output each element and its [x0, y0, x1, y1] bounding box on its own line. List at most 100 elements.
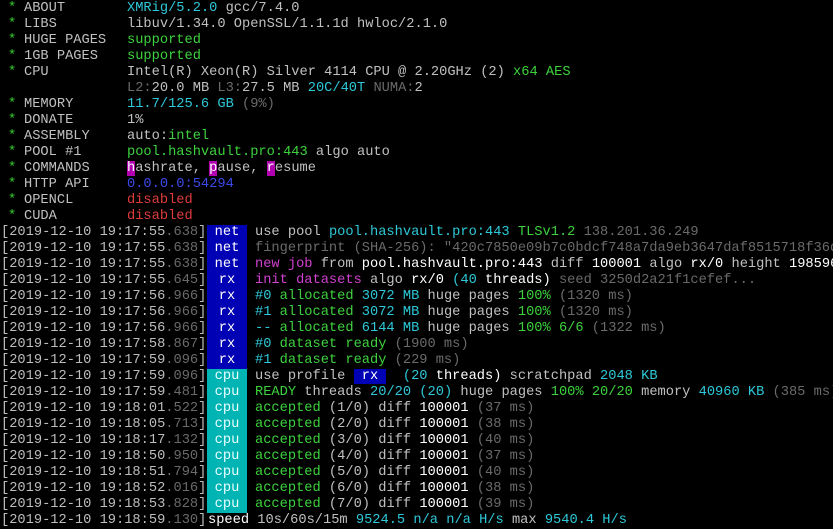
log-line: [2019-12-10 19:17:59.096] cpu use profile … [0, 369, 833, 385]
text-segment: r [266, 161, 275, 176]
header-line: * 1GB PAGES supported [0, 49, 833, 65]
timestamp-datetime: [2019-12-10 19:17:59 [1, 369, 166, 384]
text-segment: accepted [255, 401, 321, 416]
text-segment: (3/0) [320, 433, 371, 448]
timestamp-bracket: ] [198, 497, 207, 512]
text-segment: 100% 20/20 [550, 385, 633, 400]
text-segment: supported [127, 49, 201, 64]
header-value: disabled [127, 209, 193, 225]
bullet-star-icon: * [8, 49, 17, 64]
timestamp: [2019-12-10 19:18:52.016] [1, 481, 206, 497]
log-tag-net: net [207, 257, 247, 273]
timestamp-bracket: ] [198, 385, 207, 400]
text-segment: H/s [470, 513, 504, 528]
header-label: OPENCL [24, 193, 74, 208]
text-segment: pool.hashvault.pro:443 [361, 257, 543, 272]
text-segment: (1900 ms) [386, 337, 469, 352]
timestamp-millis: .966 [165, 289, 199, 304]
timestamp-bracket: ] [198, 225, 207, 240]
header-label: 1GB PAGES [24, 49, 98, 64]
timestamp: [2019-12-10 19:17:55.645] [1, 273, 206, 289]
log-tag-net: net [207, 241, 247, 257]
log-tag-cpu: cpu [207, 481, 247, 497]
log-tag-cpu: cpu [207, 401, 247, 417]
bullet-star-icon: * [8, 193, 17, 208]
text-segment: 1985964 [788, 257, 833, 272]
log-message: accepted (1/0) diff 100001 (37 ms) [255, 401, 534, 417]
text-segment: 10s/60s/15m [249, 513, 356, 528]
timestamp-datetime: [2019-12-10 19:18:05 [1, 417, 166, 432]
header-label: LIBS [24, 17, 57, 32]
timestamp-bracket: ] [198, 289, 207, 304]
timestamp-bracket: ] [198, 369, 207, 384]
timestamp-millis: .096 [165, 353, 199, 368]
log-tag-cpu: cpu [207, 385, 247, 401]
text-segment: huge pages [452, 385, 551, 400]
timestamp-datetime: [2019-12-10 19:18:51 [1, 465, 166, 480]
timestamp-datetime: [2019-12-10 19:17:58 [1, 337, 166, 352]
log-line: [2019-12-10 19:17:58.867] rx #0 dataset re… [0, 337, 833, 353]
log-line: [2019-12-10 19:17:59.481] cpu READY thread… [0, 385, 833, 401]
timestamp: [2019-12-10 19:18:50.950] [1, 449, 206, 465]
header-line: * HTTP API 0.0.0.0:54294 [0, 177, 833, 193]
log-tag-cpu: cpu [207, 369, 247, 385]
text-segment: accepted [255, 497, 321, 512]
timestamp-datetime: [2019-12-10 19:18:01 [1, 401, 166, 416]
log-message: use profile rx (20 threads) scratchpad 2… [255, 369, 658, 385]
header-value: hashrate, pause, resume [127, 161, 316, 177]
text-segment: (40 ms) [468, 465, 535, 480]
timestamp: [2019-12-10 19:18:51.794] [1, 465, 206, 481]
text-segment: (5/0) [320, 465, 371, 480]
timestamp-datetime: [2019-12-10 19:18:53 [1, 497, 166, 512]
text-segment: huge pages [419, 305, 518, 320]
bullet-star-icon: * [8, 33, 17, 48]
text-segment: XMRig/5.2.0 [127, 1, 218, 16]
text-segment: diff [370, 433, 420, 448]
header-line: * POOL #1 pool.hashvault.pro:443 algo auto [0, 145, 833, 161]
text-segment: x64 AES [504, 65, 571, 80]
bullet-star-icon: * [8, 209, 17, 224]
text-segment: accepted [255, 417, 321, 432]
timestamp-millis: .096 [165, 369, 199, 384]
text-segment: (37 ms) [468, 449, 535, 464]
log-line: [2019-12-10 19:18:50.950] cpu accepted (4/… [0, 449, 833, 465]
log-message: #1 dataset ready (229 ms) [255, 353, 460, 369]
text-segment: #1 [255, 305, 272, 320]
text-segment: 2 [414, 81, 423, 96]
text-segment: 138.201.36.249 [575, 225, 699, 240]
bullet-star-icon: * [8, 17, 17, 32]
timestamp-bracket: ] [198, 481, 207, 496]
text-segment: supported [127, 33, 201, 48]
log-message: accepted (4/0) diff 100001 (37 ms) [255, 449, 534, 465]
timestamp-bracket: ] [198, 433, 207, 448]
text-segment: gcc/7.4.0 [217, 1, 300, 16]
text-segment: threads) [476, 273, 551, 288]
timestamp-millis: .016 [165, 481, 199, 496]
log-tag-cpu: cpu [207, 465, 247, 481]
header-label: CPU [24, 65, 49, 80]
header-value: 0.0.0.0:54294 [127, 177, 234, 193]
text-segment: 20C/40T [299, 81, 366, 96]
text-segment: rx/0 [411, 273, 444, 288]
text-segment: (40 [443, 273, 477, 288]
bullet-star-icon: * [8, 145, 17, 160]
timestamp-datetime: [2019-12-10 19:17:55 [1, 257, 166, 272]
header-line: * CUDA disabled [0, 209, 833, 225]
text-segment: algo [361, 273, 412, 288]
header-line: * HUGE PAGES supported [0, 33, 833, 49]
timestamp-bracket: ] [198, 305, 207, 320]
text-segment: 100001 [419, 465, 469, 480]
header-label: MEMORY [24, 97, 74, 112]
text-segment: (1320 ms) [550, 289, 633, 304]
text-segment: 27.5 MB [242, 81, 300, 96]
text-segment: huge pages [419, 321, 518, 336]
timestamp-bracket: ] [198, 353, 207, 368]
timestamp: [2019-12-10 19:17:58.867] [1, 337, 206, 353]
text-segment: allocated [271, 305, 354, 320]
timestamp-datetime: [2019-12-10 19:17:56 [1, 321, 166, 336]
log-tag-cpu: cpu [207, 433, 247, 449]
timestamp-millis: .867 [165, 337, 199, 352]
text-segment: (6/0) [320, 481, 371, 496]
text-segment: seed 3250d2a21f1cefef... [550, 273, 757, 288]
